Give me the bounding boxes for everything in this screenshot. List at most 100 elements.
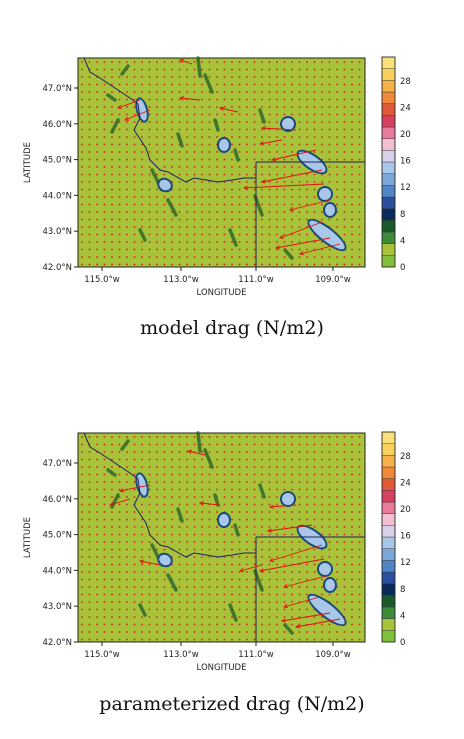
- grid-dot: [148, 496, 151, 498]
- grid-dot: [358, 473, 361, 476]
- grid-dot: [111, 526, 113, 528]
- grid-dot: [171, 136, 173, 138]
- grid-dot: [81, 616, 83, 618]
- grid-dot: [328, 548, 331, 551]
- grid-dot: [171, 608, 173, 611]
- grid-dot: [178, 68, 181, 71]
- grid-dot: [88, 623, 91, 626]
- terrain-ridge: [196, 56, 202, 78]
- drag-arrowhead: [282, 604, 288, 609]
- grid-dot: [351, 466, 353, 468]
- grid-dot: [351, 121, 353, 123]
- grid-dot: [88, 233, 91, 236]
- grid-dot: [253, 473, 256, 476]
- grid-dot: [253, 188, 256, 191]
- grid-dot: [298, 226, 301, 228]
- grid-dot: [351, 496, 353, 498]
- grid-dot: [133, 158, 136, 161]
- grid-dot: [216, 68, 218, 71]
- grid-dot: [321, 466, 323, 468]
- lat-tick-label: 44.0°N: [42, 566, 72, 576]
- grid-dot: [253, 68, 256, 71]
- grid-dot: [238, 121, 241, 123]
- grid-dot: [88, 76, 91, 78]
- grid-dot: [336, 548, 338, 551]
- grid-dot: [298, 233, 301, 236]
- grid-dot: [111, 518, 113, 521]
- grid-dot: [268, 518, 271, 521]
- grid-dot: [321, 481, 323, 483]
- drag-arrow: [187, 450, 206, 456]
- lat-tick-label: 47.0°N: [42, 459, 72, 469]
- grid-dot: [351, 68, 353, 71]
- grid-dot: [358, 571, 361, 573]
- grid-dot: [313, 241, 316, 243]
- grid-dot: [216, 473, 218, 476]
- grid-dot: [193, 188, 196, 191]
- grid-dot: [291, 248, 293, 251]
- grid-dot: [298, 466, 301, 468]
- grid-dot: [223, 608, 226, 611]
- grid-dot: [328, 91, 331, 93]
- grid-dot: [328, 526, 331, 528]
- grid-dot: [306, 466, 308, 468]
- grid-dot: [186, 226, 188, 228]
- grid-dot: [358, 466, 361, 468]
- grid-dot: [133, 518, 136, 521]
- grid-dot: [328, 623, 331, 626]
- grid-dot: [358, 136, 361, 138]
- grid-dot: [336, 631, 338, 633]
- grid-dot: [313, 616, 316, 618]
- grid-dot: [118, 173, 121, 176]
- grid-dot: [193, 533, 196, 536]
- grid-dot: [201, 241, 203, 243]
- grid-dot: [156, 113, 158, 116]
- grid-dot: [238, 631, 241, 633]
- grid-dot: [238, 616, 241, 618]
- grid-dot: [163, 218, 166, 221]
- grid-dot: [216, 631, 218, 633]
- lat-tick-label: 44.0°N: [42, 191, 72, 201]
- grid-dot: [231, 436, 233, 438]
- grid-dot: [358, 593, 361, 596]
- grid-dot: [306, 143, 308, 146]
- grid-dot: [253, 593, 256, 596]
- grid-dot: [261, 226, 263, 228]
- grid-dot: [103, 263, 106, 266]
- grid-dot: [328, 173, 331, 176]
- grid-dot: [268, 91, 271, 93]
- grid-dot: [351, 608, 353, 611]
- grid-dot: [141, 188, 143, 191]
- grid-dot: [171, 481, 173, 483]
- grid-dot: [246, 113, 248, 116]
- grid-dot: [178, 488, 181, 491]
- grid-dot: [261, 263, 263, 266]
- grid-dot: [321, 98, 323, 101]
- grid-dot: [306, 488, 308, 491]
- grid-dot: [178, 151, 181, 153]
- terrain-ridge: [110, 493, 120, 509]
- grid-dot: [171, 76, 173, 78]
- colorbar-segment: [381, 490, 396, 503]
- grid-dot: [103, 601, 106, 603]
- grid-dot: [231, 571, 233, 573]
- grid-dot: [163, 263, 166, 266]
- drag-arrowhead: [295, 624, 301, 629]
- grid-dot: [163, 256, 166, 258]
- grid-dot: [88, 263, 91, 266]
- grid-dot: [193, 263, 196, 266]
- grid-dot: [283, 181, 286, 183]
- grid-dot: [343, 541, 346, 543]
- grid-dot: [276, 481, 278, 483]
- grid-dot: [238, 233, 241, 236]
- grid-dot: [156, 511, 158, 513]
- drag-arrowhead: [275, 245, 281, 250]
- drag-arrow: [259, 558, 325, 572]
- grid-dot: [186, 593, 188, 596]
- grid-dot: [88, 61, 91, 63]
- grid-dot: [223, 203, 226, 206]
- grid-dot: [193, 91, 196, 93]
- grid-dot: [276, 143, 278, 146]
- grid-dot: [253, 113, 256, 116]
- grid-dot: [171, 158, 173, 161]
